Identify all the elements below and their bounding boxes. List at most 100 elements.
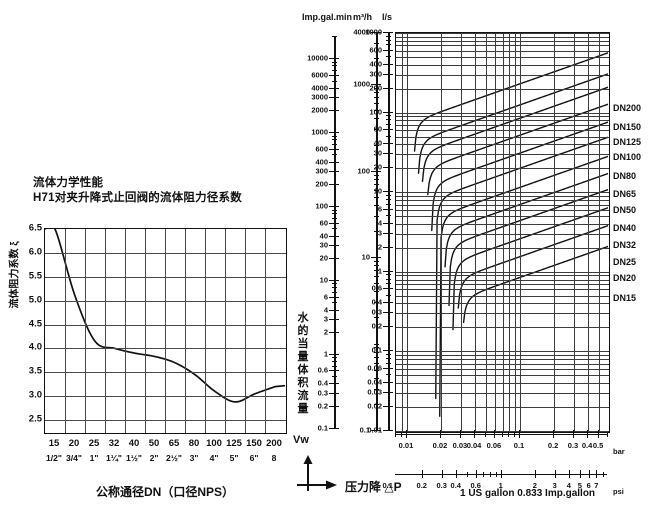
psi-scale-tick (500, 470, 502, 478)
left-chart-y-tick: 2.5 (28, 413, 42, 425)
left-chart-gridline-v (105, 229, 106, 433)
ruler-m3h-tick (373, 97, 379, 99)
bar-scale-tick (598, 430, 600, 438)
bar-scale-line (395, 434, 607, 436)
left-chart-x-axis-label: 公称通径DN（口径NPS） (95, 485, 234, 499)
ruler-ls-label: 200 (369, 83, 382, 93)
bar-scale-tick (439, 430, 441, 438)
dn-curve-label: DN125 (613, 137, 642, 147)
ruler-ls-label: 0.3 (371, 307, 382, 317)
ruler-ls-tick (385, 358, 391, 360)
ruler-ls-tick (383, 32, 393, 33)
right-chart-panel: Imp.gal.min m³/h l/s 10000 6000 4000 3000 20… (300, 0, 668, 509)
ruler-impgal-tick (329, 148, 339, 150)
ruler-impgal-line (334, 36, 336, 428)
ruler-impgal-label: 0.6 (317, 365, 328, 375)
ruler-impgal-tick (329, 296, 339, 298)
bar-scale-label: 0.06 (486, 441, 502, 450)
left-chart-x-tick-dn: 50 (148, 438, 160, 449)
axis-head-impgal: Imp.gal.min (302, 12, 353, 22)
left-chart-gridline-v (125, 229, 126, 433)
ruler-ls-tick (385, 274, 391, 276)
bar-scale-tick (405, 430, 407, 438)
left-chart-plot-area (44, 223, 287, 434)
ruler-impgal-tick (329, 428, 339, 429)
left-chart-y-tick: 5.0 (28, 294, 42, 306)
bar-scale-tick (400, 432, 402, 437)
ruler-ls-tick (385, 194, 391, 196)
left-chart-x-tick-nps: 2½" (165, 453, 183, 463)
ruler-impgal-tick (329, 161, 339, 163)
right-chart-gridline-v (406, 33, 408, 432)
ruler-ls-tick (383, 49, 393, 51)
ruler-ls-label: 0.03 (367, 387, 382, 397)
psi-scale-label: 4 (566, 481, 571, 490)
ruler-impgal-tick (331, 154, 337, 156)
ruler-impgal-label: 2 (323, 327, 328, 337)
arrow-up-icon (303, 455, 313, 491)
dn-curve-labels: DN200 DN150 DN125 DN100 DN80 DN65 DN50 DN40 DN32… (613, 0, 668, 303)
ruler-impgal-tick (331, 61, 337, 63)
ruler-ls-label: 10 (373, 186, 382, 196)
psi-scale-tick (466, 472, 468, 477)
ruler-ls-tick (385, 198, 391, 200)
ruler-m3h-tick (373, 196, 379, 198)
ruler-impgal-tick (331, 213, 337, 215)
ruler-impgal-label: 4 (323, 305, 328, 315)
left-chart-y-tick: 4.0 (28, 341, 42, 353)
ruler-m3h-tick (373, 351, 379, 353)
ruler-ls-tick (383, 312, 393, 314)
ruler-impgal-label: 1 (323, 349, 328, 359)
ruler-m3h-tick (373, 388, 379, 390)
ruler-m3h-tick (373, 204, 379, 206)
ruler-impgal-tick (329, 383, 339, 385)
bar-scale-label: 0.01 (398, 441, 414, 450)
left-chart-x-tick-dn: 200 (266, 438, 282, 449)
psi-scale-label: 5 (577, 481, 582, 490)
psi-scale-tick (596, 470, 598, 478)
ruler-impgal-tick (329, 244, 339, 246)
ruler-ls-tick (385, 39, 391, 41)
ruler-ls-tick (385, 115, 391, 117)
psi-scale-tick (568, 470, 570, 478)
psi-scale-label: 6 (586, 481, 591, 490)
ruler-impgal-tick (329, 354, 339, 356)
ruler-impgal-label: 6000 (311, 70, 328, 80)
ruler-ls-line (388, 32, 390, 430)
bar-scale-label: 0.4 (581, 441, 593, 450)
psi-scale-tick (588, 470, 590, 478)
left-chart-y-ticks: 6.5 6.0 5.5 5.0 4.5 4.0 3.5 3.0 2.5 (14, 222, 42, 440)
dn-curve-label: DN80 (613, 171, 637, 181)
ruler-m3h-tick (373, 58, 379, 60)
ruler-m3h-tick (373, 265, 379, 267)
flow-curve-dn100 (427, 103, 608, 196)
impgal-axis-ruler: 10000 6000 4000 3000 2000 1000 600 400 300 200 100… (302, 36, 342, 433)
psi-scale-tick (534, 470, 536, 478)
right-chart-gridline-v (485, 33, 487, 432)
m3h-axis-ruler: 4000 1000 100 10 0.1 (344, 28, 384, 435)
ruler-m3h-tick (373, 231, 379, 232)
ruler-ls-label: 1 (377, 266, 382, 276)
left-chart-x-tick-nps: 1½" (125, 453, 143, 463)
ruler-m3h-tick (373, 215, 379, 217)
left-chart-x-tick-dn: 15 (48, 438, 60, 449)
arrow-right-icon (297, 480, 337, 490)
ruler-impgal-label: 2000 (311, 105, 328, 115)
ruler-impgal-tick (331, 361, 337, 363)
flow-curve-dn25 (452, 207, 608, 331)
left-chart-title: 流体力学性能 H71对夹升降式止回阀的流体阻力径系数 (33, 176, 283, 206)
left-chart-y-tick: 5.5 (28, 270, 42, 282)
left-chart-curve-svg (44, 223, 286, 403)
ruler-impgal-tick (329, 109, 339, 111)
right-chart-gridline-v (520, 33, 522, 432)
psi-scale-tick (441, 470, 443, 478)
ruler-impgal-label: 0.4 (317, 378, 328, 388)
left-chart-x-tick-nps: 6" (249, 453, 259, 463)
psi-scale-tick (455, 470, 457, 478)
ruler-ls-tick (383, 382, 393, 384)
gallon-conversion-footnote: 1 US gallon 0.833 Imp.gallon (460, 488, 596, 499)
ruler-impgal-label: 300 (315, 166, 328, 176)
ruler-ls-tick (383, 288, 393, 290)
ruler-ls-tick (385, 362, 391, 364)
ruler-ls-label: 300 (369, 69, 382, 79)
